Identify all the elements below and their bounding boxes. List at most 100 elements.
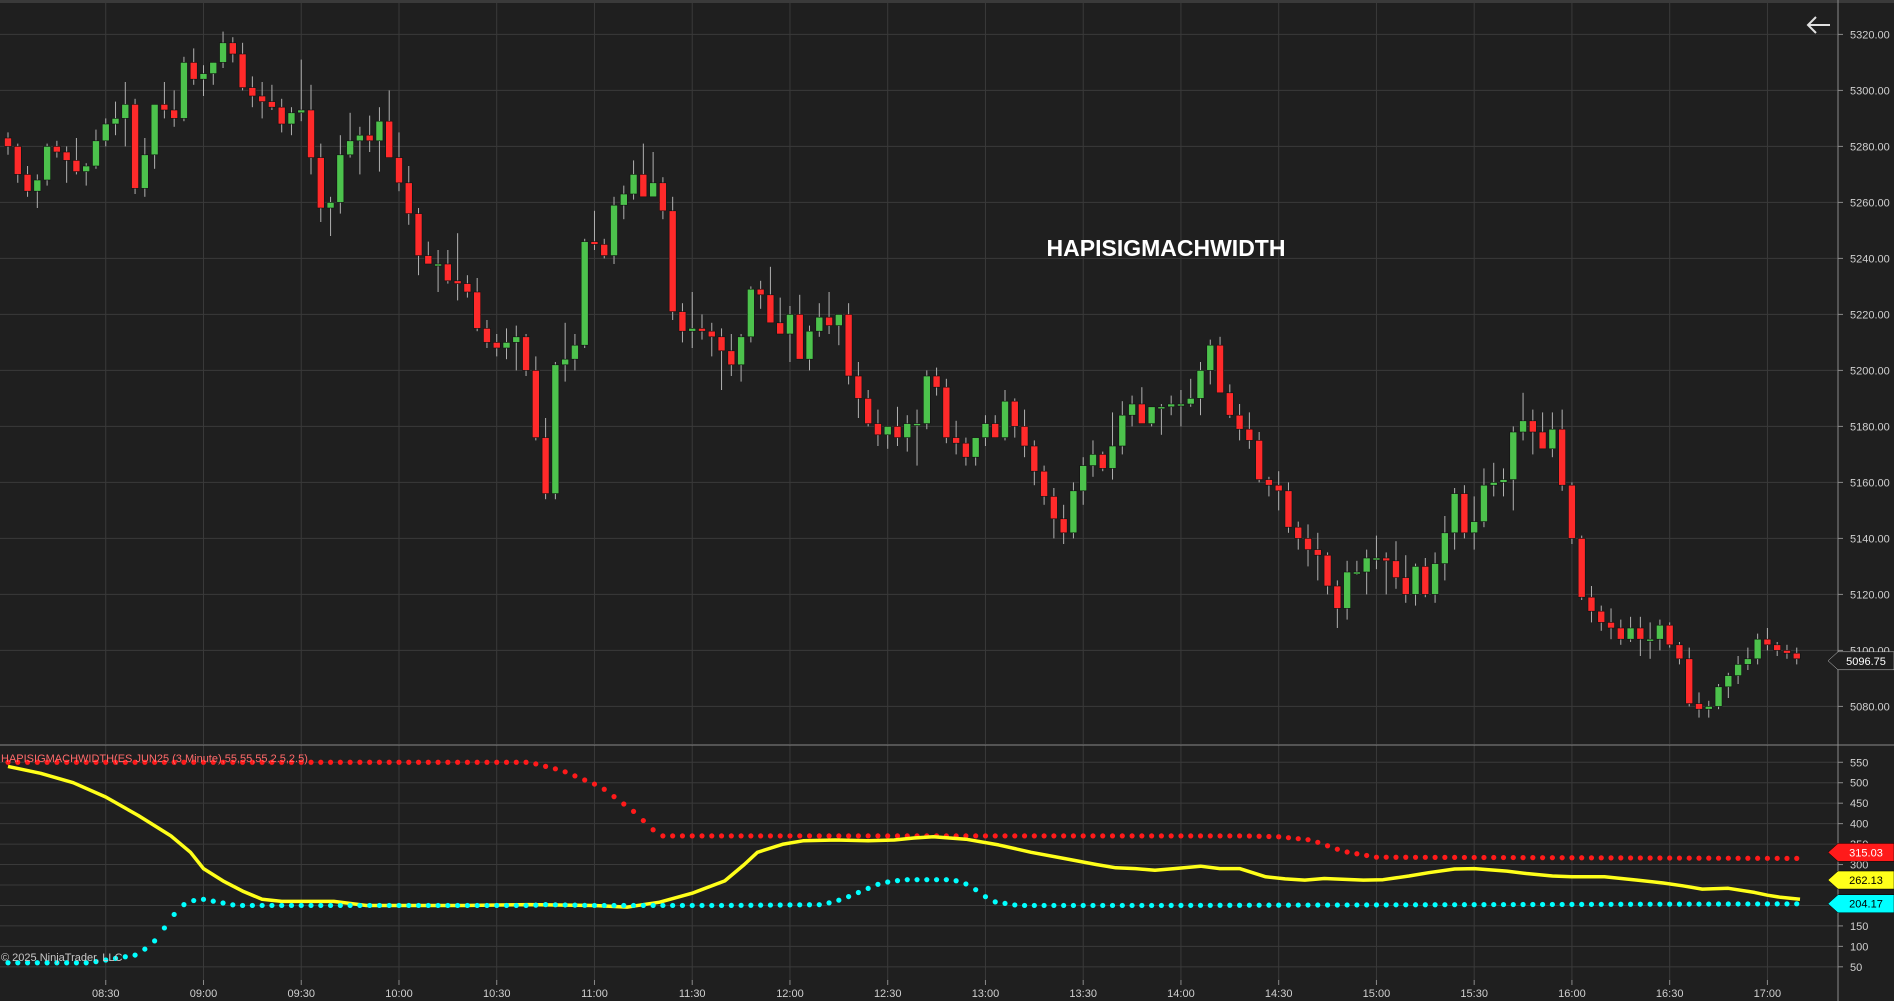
time-tick-label: 10:30 <box>483 988 511 1000</box>
upper-band-dot <box>1158 833 1164 839</box>
lower-band-dot <box>963 881 969 887</box>
lower-band-dot <box>1745 901 1751 907</box>
candle-body <box>199 73 208 80</box>
upper-band-dot <box>1412 854 1419 860</box>
upper-band-dot <box>767 833 774 839</box>
candle-body <box>727 350 736 366</box>
lower-band-dot <box>1686 901 1692 907</box>
lower-band-dot <box>1012 902 1018 908</box>
upper-band-dot <box>103 759 109 765</box>
upper-band-dot <box>699 833 705 839</box>
candle-body <box>326 202 335 209</box>
lower-band-dot <box>1041 902 1047 909</box>
lower-band-dot <box>885 879 891 885</box>
upper-band-dot <box>337 759 343 765</box>
lower-band-dot <box>15 960 21 966</box>
candle-body <box>1313 549 1322 556</box>
candle-body <box>346 140 354 156</box>
candle-body <box>1089 454 1097 466</box>
candle-body <box>668 210 677 312</box>
time-tick-label: 12:30 <box>874 988 902 1000</box>
upper-band-dot <box>445 759 451 765</box>
lower-band-dot <box>376 902 383 909</box>
lower-band-dot <box>1178 902 1184 908</box>
upper-band-dot <box>748 833 754 839</box>
candle-body <box>1724 675 1733 688</box>
lower-band-dot <box>1295 902 1301 908</box>
upper-band-dot <box>1119 833 1125 839</box>
lower-band-dot <box>1403 902 1409 908</box>
upper-band-dot <box>1041 833 1047 839</box>
lower-band-dot <box>1266 902 1272 908</box>
lower-band-dot <box>1667 901 1673 907</box>
lower-band-dot <box>1422 902 1428 908</box>
lower-band-dot <box>327 902 334 909</box>
lower-band-dot <box>992 899 998 905</box>
lower-band-dot <box>1452 902 1458 908</box>
lower-band-dot <box>562 902 568 908</box>
lower-band-dot <box>1647 901 1653 907</box>
upper-band-dot <box>1227 833 1233 839</box>
lower-band-dot <box>230 902 236 908</box>
candle-body <box>913 423 921 426</box>
lower-band-dot <box>435 902 441 909</box>
candle-body <box>766 294 775 324</box>
lower-band-dot <box>718 902 725 909</box>
candle-body <box>1568 484 1576 539</box>
lower-band-dot <box>630 902 637 909</box>
upper-band-dot <box>73 759 80 765</box>
upper-band-dot <box>1070 833 1077 839</box>
upper-band-dot <box>288 759 295 765</box>
candle-body <box>1118 414 1127 447</box>
candle-body <box>1050 496 1058 520</box>
lower-band-dot <box>54 960 60 966</box>
candle-body <box>1529 420 1537 433</box>
time-tick-label: 12:00 <box>776 988 804 1000</box>
upper-band-dot <box>484 759 490 765</box>
candle-body <box>404 182 413 214</box>
candle-body <box>1704 706 1713 710</box>
upper-band-dot <box>259 759 265 765</box>
upper-band-tag-box <box>1827 843 1894 862</box>
candle-body <box>1441 532 1449 564</box>
upper-band-dot <box>601 786 607 792</box>
upper-band-dot <box>797 833 803 839</box>
candle-body <box>844 314 853 377</box>
upper-band-dot <box>464 759 471 765</box>
lower-band-dot <box>464 902 471 909</box>
candle-body <box>1216 344 1224 394</box>
candle-body <box>991 423 1000 438</box>
indicator-tick-label: 500 <box>1850 778 1868 790</box>
upper-band-dot <box>621 801 627 807</box>
upper-band-dot <box>1109 833 1116 839</box>
lower-band-dot <box>181 902 187 908</box>
upper-band-dot <box>1764 855 1771 861</box>
candle-body <box>864 398 872 424</box>
width-value-tag: 262.13 <box>1827 870 1894 890</box>
upper-band-dot <box>1696 855 1702 861</box>
lower-band-dot <box>279 902 285 909</box>
lower-band-dot <box>543 902 549 908</box>
candle-body <box>1079 465 1087 492</box>
upper-band-dot <box>1627 855 1634 861</box>
width-value-tag-box <box>1827 870 1894 890</box>
candle-body <box>1333 585 1342 609</box>
lower-band-dot <box>875 881 881 887</box>
lower-band-dot <box>1657 901 1663 907</box>
candle-body <box>434 263 442 267</box>
back-button[interactable] <box>1800 10 1836 40</box>
lower-band-dot <box>425 902 431 909</box>
candlestick-series <box>4 31 1801 718</box>
price-tick-label: 5140.00 <box>1850 533 1890 545</box>
upper-band-dot <box>318 759 324 765</box>
upper-band-dot <box>1598 855 1604 861</box>
lower-band-dot <box>1608 901 1614 907</box>
upper-band-dot <box>406 759 412 765</box>
candle-body <box>53 146 61 153</box>
upper-band-dot <box>1745 855 1751 861</box>
lower-band-dot <box>503 902 510 909</box>
lower-band-dot <box>1549 901 1555 908</box>
time-axis[interactable]: 08:30 09:00 09:30 10:00 10:30 11:00 11:30 12:00… <box>92 980 1781 1000</box>
candle-body <box>1597 610 1606 623</box>
